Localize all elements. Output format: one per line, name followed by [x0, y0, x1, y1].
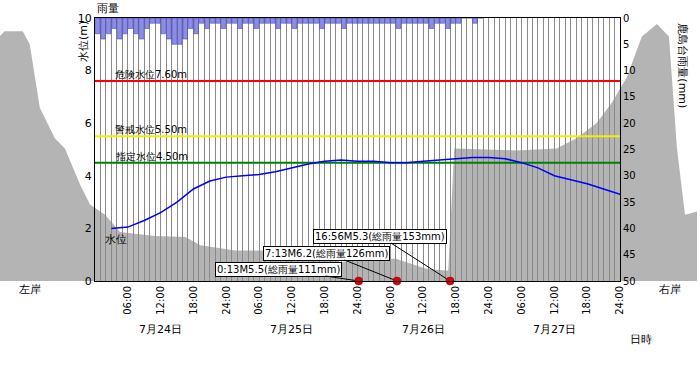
svg-text:5: 5 — [623, 39, 629, 50]
svg-text:06:00: 06:00 — [516, 286, 527, 315]
svg-text:警戒水位5.50m: 警戒水位5.50m — [115, 124, 187, 135]
svg-text:18:00: 18:00 — [319, 286, 330, 315]
svg-text:40: 40 — [623, 223, 636, 234]
svg-text:06:00: 06:00 — [122, 286, 133, 315]
svg-text:35: 35 — [623, 197, 636, 208]
svg-text:10: 10 — [623, 65, 636, 76]
svg-text:10: 10 — [78, 12, 92, 25]
svg-text:日時: 日時 — [630, 333, 652, 346]
svg-text:12:00: 12:00 — [549, 286, 560, 315]
svg-text:24:00: 24:00 — [352, 286, 363, 315]
svg-text:指定水位4.50m: 指定水位4.50m — [115, 151, 188, 162]
svg-text:50: 50 — [623, 276, 636, 287]
svg-text:右岸: 右岸 — [659, 283, 681, 296]
svg-text:0:13M5.5(総雨量111mm): 0:13M5.5(総雨量111mm) — [217, 264, 340, 275]
svg-text:24:00: 24:00 — [614, 286, 625, 315]
svg-text:左岸: 左岸 — [19, 283, 41, 296]
svg-text:0: 0 — [85, 275, 92, 288]
svg-text:24:00: 24:00 — [221, 286, 232, 315]
svg-text:7:13M6.2(総雨量126mm): 7:13M6.2(総雨量126mm) — [265, 248, 388, 259]
svg-text:水位(m): 水位(m) — [77, 21, 90, 62]
svg-text:16:56M5.3(総雨量153mm): 16:56M5.3(総雨量153mm) — [315, 231, 445, 242]
svg-text:12:00: 12:00 — [417, 286, 428, 315]
svg-text:06:00: 06:00 — [253, 286, 264, 315]
svg-text:25: 25 — [623, 144, 636, 155]
svg-text:12:00: 12:00 — [155, 286, 166, 315]
svg-text:06:00: 06:00 — [385, 286, 396, 315]
svg-text:水位: 水位 — [105, 233, 127, 246]
svg-text:7月24日: 7月24日 — [139, 323, 182, 336]
svg-text:2: 2 — [85, 222, 92, 235]
svg-text:雨量: 雨量 — [97, 2, 119, 15]
svg-text:30: 30 — [623, 170, 636, 181]
svg-text:20: 20 — [623, 118, 636, 129]
svg-text:7月26日: 7月26日 — [402, 323, 445, 336]
svg-text:45: 45 — [623, 249, 636, 260]
svg-text:15: 15 — [623, 91, 636, 102]
svg-text:鹿島台雨量(mm): 鹿島台雨量(mm) — [676, 23, 689, 108]
svg-text:18:00: 18:00 — [581, 286, 592, 315]
svg-text:18:00: 18:00 — [188, 286, 199, 315]
svg-text:7月27日: 7月27日 — [533, 323, 576, 336]
svg-text:18:00: 18:00 — [450, 286, 461, 315]
svg-text:6: 6 — [85, 117, 92, 130]
svg-text:危険水位7.60m: 危険水位7.60m — [115, 69, 187, 80]
svg-text:0: 0 — [623, 13, 629, 24]
svg-text:24:00: 24:00 — [483, 286, 494, 315]
svg-text:7月25日: 7月25日 — [270, 323, 313, 336]
svg-text:8: 8 — [85, 64, 92, 77]
svg-text:4: 4 — [85, 170, 92, 183]
svg-text:12:00: 12:00 — [286, 286, 297, 315]
